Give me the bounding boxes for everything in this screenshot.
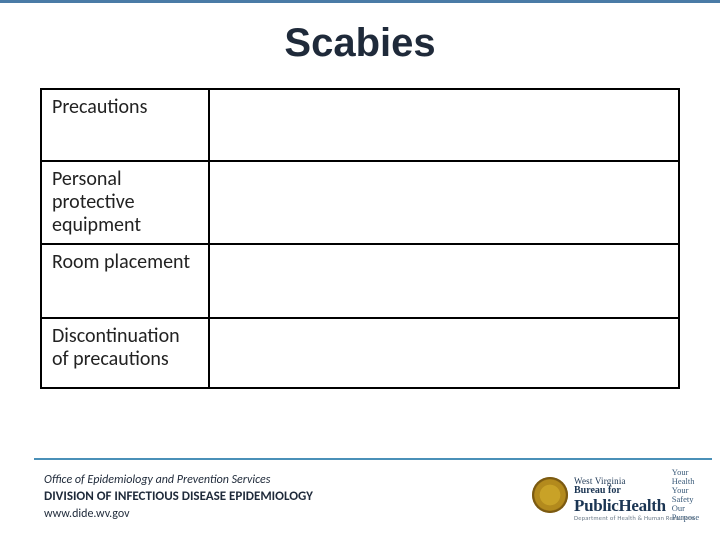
- table-row: Room placement: [41, 244, 679, 318]
- footer: Office of Epidemiology and Prevention Se…: [0, 458, 720, 540]
- table-row: Precautions: [41, 89, 679, 161]
- tagline-line: Your Health: [672, 468, 702, 486]
- logo-brand: PublicHealth: [574, 497, 666, 514]
- precautions-table: Precautions Personal protective equipmen…: [40, 88, 680, 389]
- row-value: [209, 244, 679, 318]
- page-title: Scabies: [0, 21, 720, 66]
- logo-line2: Bureau for: [574, 486, 666, 496]
- footer-url: www.dide.wv.gov: [44, 506, 313, 522]
- row-label: Room placement: [41, 244, 209, 318]
- footer-office: Office of Epidemiology and Prevention Se…: [44, 472, 313, 488]
- row-value: [209, 89, 679, 161]
- logo-text-stack: West Virginia Bureau for PublicHealth: [574, 477, 666, 514]
- row-value: [209, 318, 679, 388]
- logo-subtext: Department of Health & Human Resources: [574, 514, 694, 522]
- footer-rule: [34, 458, 712, 460]
- row-value: [209, 161, 679, 244]
- table-row: Personal protective equipment: [41, 161, 679, 244]
- state-seal-icon: [532, 477, 568, 513]
- row-label: Precautions: [41, 89, 209, 161]
- tagline-line: Your Safety: [672, 486, 702, 504]
- table-row: Discontinuation of precautions: [41, 318, 679, 388]
- footer-division: DIVISION OF INFECTIOUS DISEASE EPIDEMIOL…: [44, 488, 313, 506]
- row-label: Personal protective equipment: [41, 161, 209, 244]
- footer-text: Office of Epidemiology and Prevention Se…: [44, 472, 313, 522]
- slide: Scabies Precautions Personal protective …: [0, 0, 720, 540]
- wv-public-health-logo: West Virginia Bureau for PublicHealth Yo…: [532, 464, 702, 526]
- row-label: Discontinuation of precautions: [41, 318, 209, 388]
